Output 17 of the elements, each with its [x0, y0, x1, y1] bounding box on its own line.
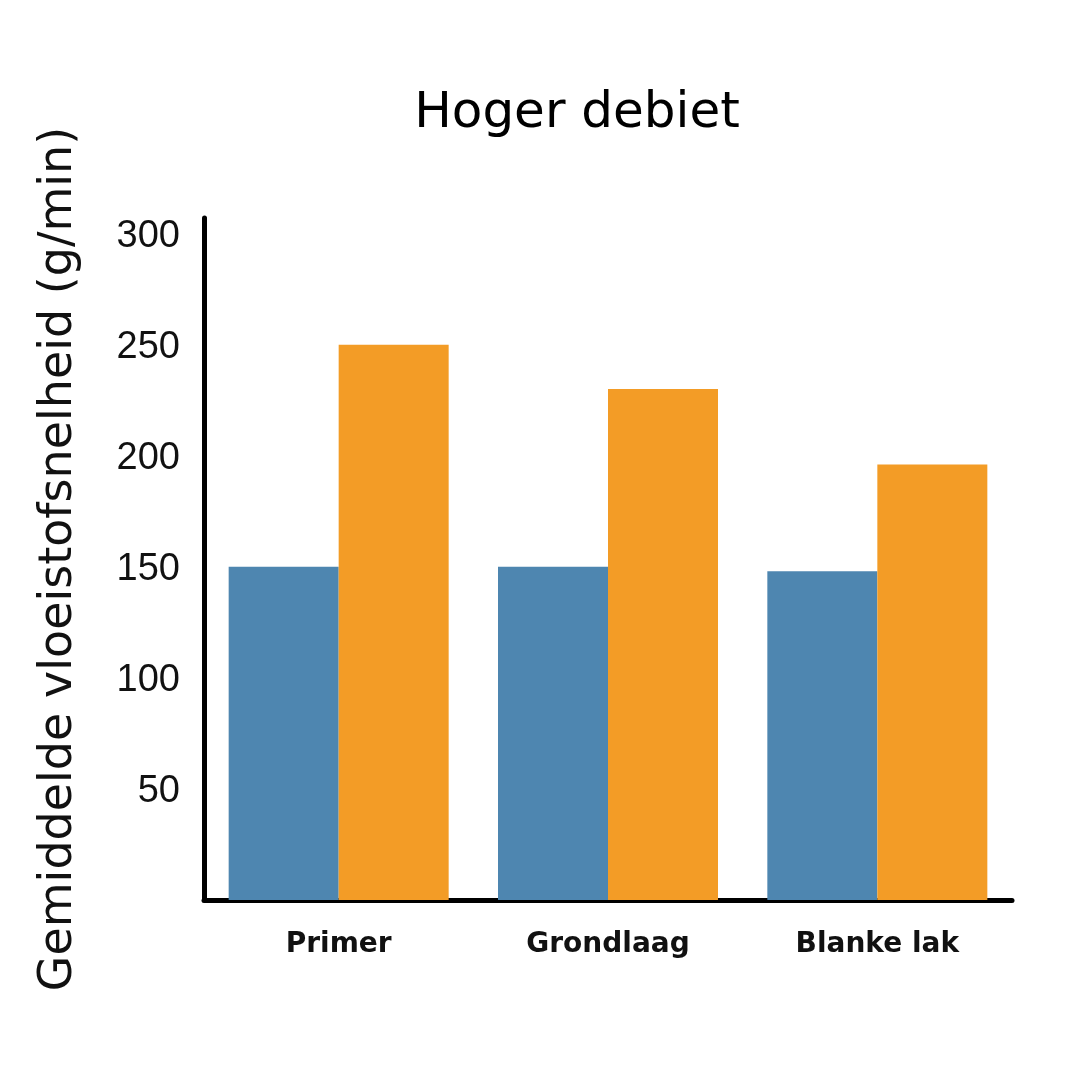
x-tick-label: Grondlaag [526, 925, 690, 959]
bar [498, 566, 608, 900]
y-axis-title: Gemiddelde vloeistofsnelheid (g/min) [28, 126, 82, 992]
y-tick-label: 100 [116, 656, 180, 699]
y-tick-label: 300 [116, 212, 180, 255]
bar [228, 566, 339, 900]
x-tick-label: Primer [285, 925, 392, 959]
y-tick-label: 250 [116, 323, 180, 366]
y-tick-label: 150 [116, 545, 180, 588]
y-tick-label: 50 [137, 767, 180, 810]
bar [608, 389, 718, 900]
bar [767, 571, 878, 900]
bar [338, 344, 449, 900]
y-tick-label: 200 [116, 434, 180, 477]
x-tick-label: Blanke lak [795, 925, 961, 959]
bar [877, 464, 988, 900]
chart-title: Hoger debiet [414, 81, 740, 139]
